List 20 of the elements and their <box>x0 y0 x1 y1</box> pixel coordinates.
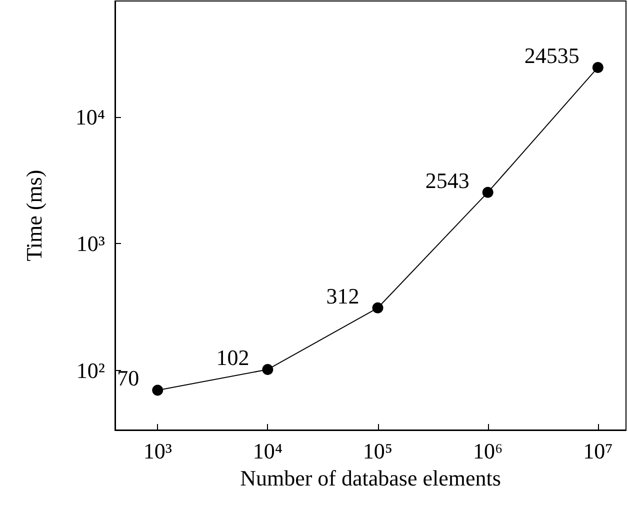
x-tick-label: 10⁷ <box>583 438 613 464</box>
y-tick-label: 10³ <box>76 231 106 256</box>
x-axis-title: Number of database elements <box>240 465 501 490</box>
point <box>372 302 384 314</box>
data-label: 2543 <box>425 168 470 193</box>
point <box>592 62 604 73</box>
x-tick-label: 10⁴ <box>252 438 283 464</box>
data-label: 312 <box>326 283 360 308</box>
x-tick-label: 10⁶ <box>472 438 503 464</box>
point <box>262 364 274 375</box>
data-label: 24535 <box>524 42 580 68</box>
data-label: 102 <box>216 344 250 370</box>
x-tick-label: 10³ <box>143 438 172 464</box>
point <box>152 384 164 396</box>
data-label: 70 <box>117 366 140 391</box>
y-tick-label: 10⁴ <box>75 104 106 130</box>
x-tick-label: 10⁵ <box>362 438 393 464</box>
y-axis-title: Time (ms) <box>22 170 46 262</box>
point <box>482 186 494 198</box>
y-tick-label: 10² <box>76 358 106 384</box>
